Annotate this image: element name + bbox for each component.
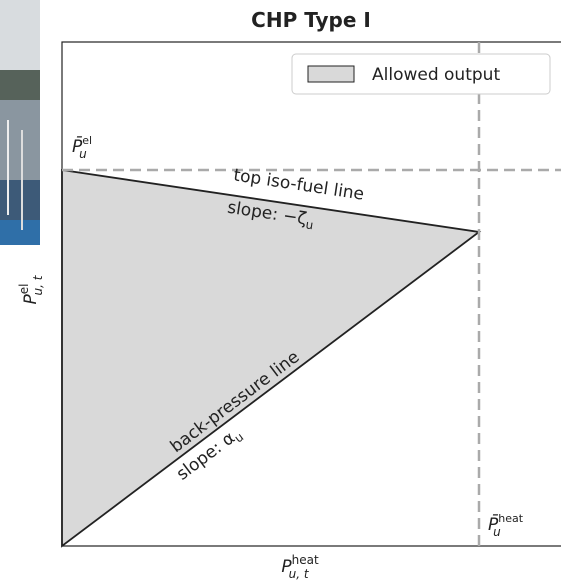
label-part: u, t bbox=[31, 274, 45, 295]
label-part: u, t bbox=[289, 567, 310, 581]
figure: CHP Type I Allowed output P̄elu P̄heatu … bbox=[0, 0, 561, 584]
photo-fragment bbox=[0, 0, 40, 245]
label-part: el bbox=[82, 134, 92, 147]
label-part: heat bbox=[498, 512, 523, 525]
label-part: u bbox=[493, 525, 501, 539]
y-axis-label: Pelu, t bbox=[17, 274, 45, 304]
label-part: el bbox=[17, 283, 31, 294]
label-part: u bbox=[79, 147, 87, 161]
label-part: heat bbox=[292, 553, 319, 567]
legend: Allowed output bbox=[292, 54, 550, 94]
title: CHP Type I bbox=[251, 8, 371, 32]
legend-label: Allowed output bbox=[372, 65, 500, 85]
legend-swatch bbox=[308, 66, 354, 82]
